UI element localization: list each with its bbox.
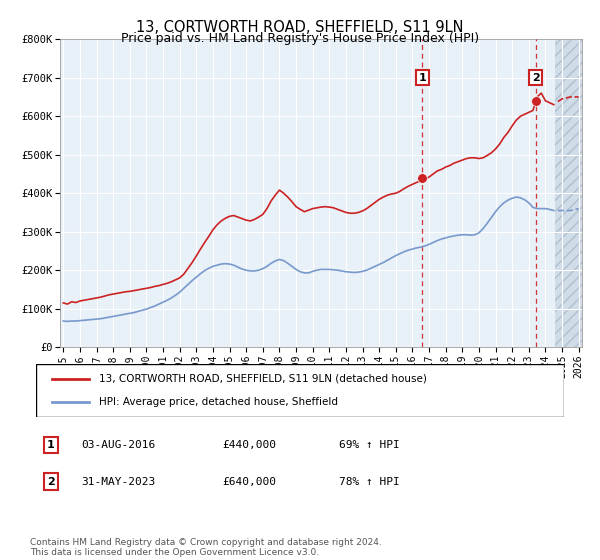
Text: 03-AUG-2016: 03-AUG-2016 [81, 440, 155, 450]
FancyBboxPatch shape [36, 364, 564, 417]
Text: 69% ↑ HPI: 69% ↑ HPI [339, 440, 400, 450]
Text: 13, CORTWORTH ROAD, SHEFFIELD, S11 9LN: 13, CORTWORTH ROAD, SHEFFIELD, S11 9LN [136, 20, 464, 35]
Text: 1: 1 [47, 440, 55, 450]
Text: 13, CORTWORTH ROAD, SHEFFIELD, S11 9LN (detached house): 13, CORTWORTH ROAD, SHEFFIELD, S11 9LN (… [100, 374, 427, 384]
Text: 31-MAY-2023: 31-MAY-2023 [81, 477, 155, 487]
Text: Contains HM Land Registry data © Crown copyright and database right 2024.
This d: Contains HM Land Registry data © Crown c… [30, 538, 382, 557]
Text: 1: 1 [419, 73, 426, 83]
Bar [556, 39, 582, 347]
Text: HPI: Average price, detached house, Sheffield: HPI: Average price, detached house, Shef… [100, 397, 338, 407]
Text: Price paid vs. HM Land Registry's House Price Index (HPI): Price paid vs. HM Land Registry's House … [121, 32, 479, 45]
Text: 78% ↑ HPI: 78% ↑ HPI [339, 477, 400, 487]
Text: 2: 2 [47, 477, 55, 487]
Text: 2: 2 [532, 73, 539, 83]
Text: £440,000: £440,000 [222, 440, 276, 450]
Text: £640,000: £640,000 [222, 477, 276, 487]
